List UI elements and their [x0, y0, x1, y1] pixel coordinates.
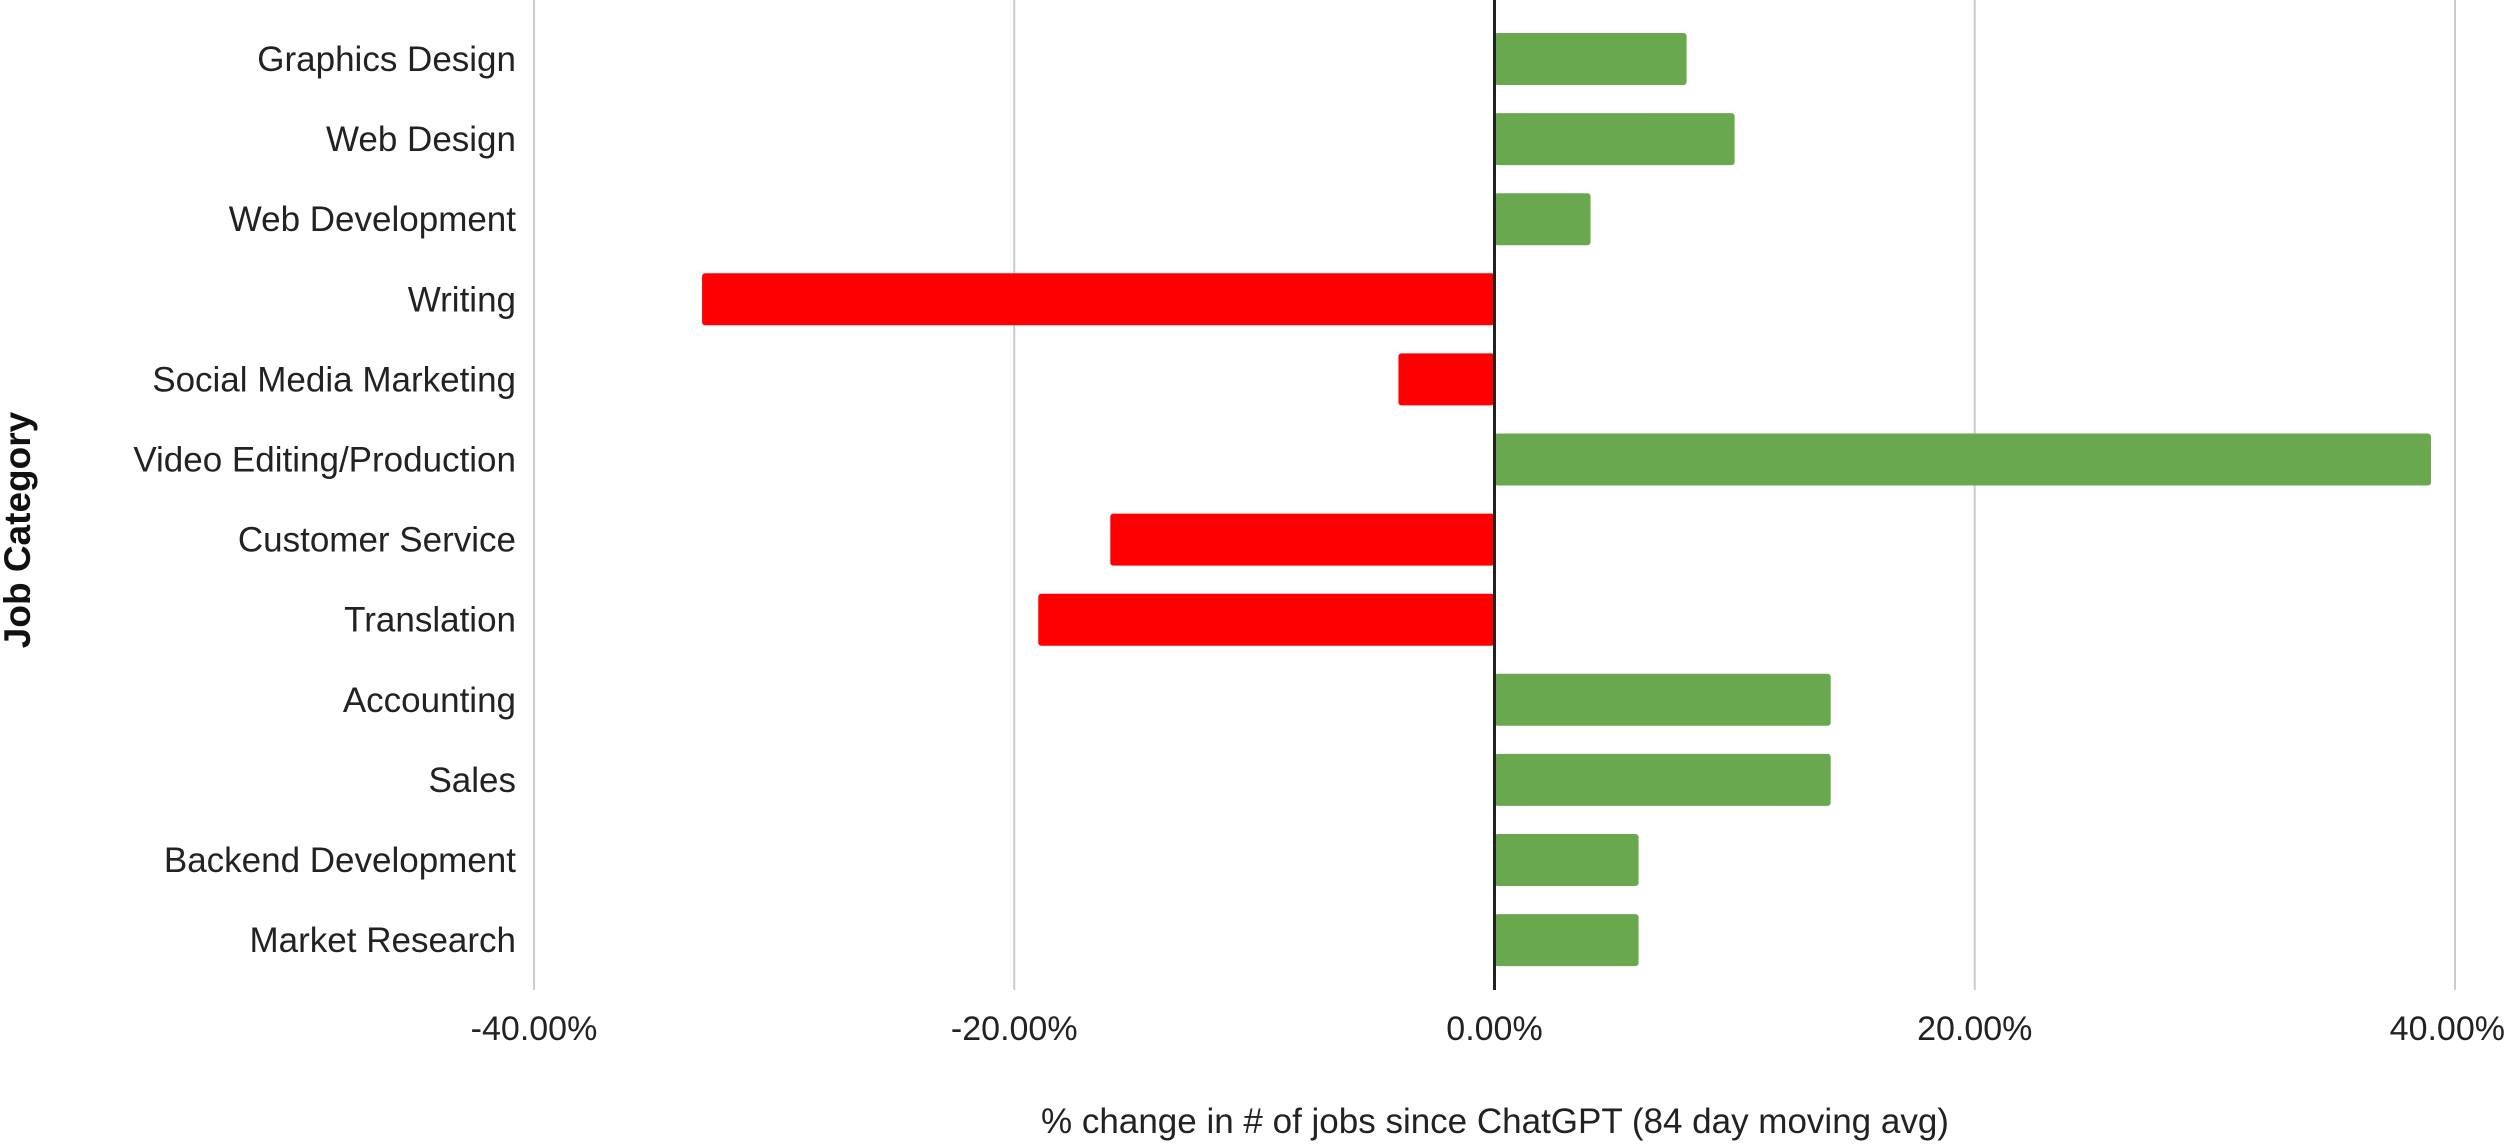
- category-label: Translation: [344, 601, 516, 640]
- bar: [1494, 834, 1639, 886]
- bar: [702, 273, 1495, 326]
- x-tick-label: -40.00%: [471, 1010, 598, 1048]
- bar: [1038, 593, 1495, 646]
- category-label: Web Design: [326, 120, 516, 159]
- category-label: Sales: [428, 761, 516, 800]
- bar: [1110, 513, 1495, 566]
- bar: [1494, 914, 1639, 967]
- bar: [1494, 673, 1831, 726]
- category-label: Writing: [408, 280, 516, 319]
- gridlines: [533, 0, 2456, 990]
- y-axis-title: Job Category: [0, 411, 38, 648]
- bar: [1494, 753, 1831, 806]
- x-tick-labels: -40.00% -20.00% 0.00% 20.00% 40.00%: [471, 1010, 2505, 1048]
- x-tick-label: -20.00%: [951, 1010, 1078, 1048]
- x-tick-label: 0.00%: [1446, 1010, 1542, 1048]
- x-axis-title: % change in # of jobs since ChatGPT (84 …: [1041, 1102, 1949, 1141]
- category-label: Web Development: [229, 200, 517, 239]
- category-label: Customer Service: [238, 521, 516, 560]
- bar: [1494, 113, 1735, 166]
- category-label: Backend Development: [164, 841, 516, 880]
- category-label: Graphics Design: [257, 40, 516, 79]
- category-label: Market Research: [250, 921, 516, 960]
- category-label: Video Editing/Production: [133, 441, 516, 480]
- bar: [1494, 433, 2431, 486]
- bars: [702, 33, 2431, 967]
- x-tick-label: 40.00%: [2390, 1010, 2505, 1048]
- category-label: Accounting: [343, 681, 516, 720]
- bar: [1494, 33, 1687, 85]
- x-tick-label: 20.00%: [1917, 1010, 2032, 1048]
- bar: [1494, 193, 1591, 246]
- category-labels: Graphics Design Web Design Web Development…: [133, 40, 516, 960]
- category-label: Social Media Marketing: [152, 360, 516, 399]
- bar: [1398, 353, 1495, 406]
